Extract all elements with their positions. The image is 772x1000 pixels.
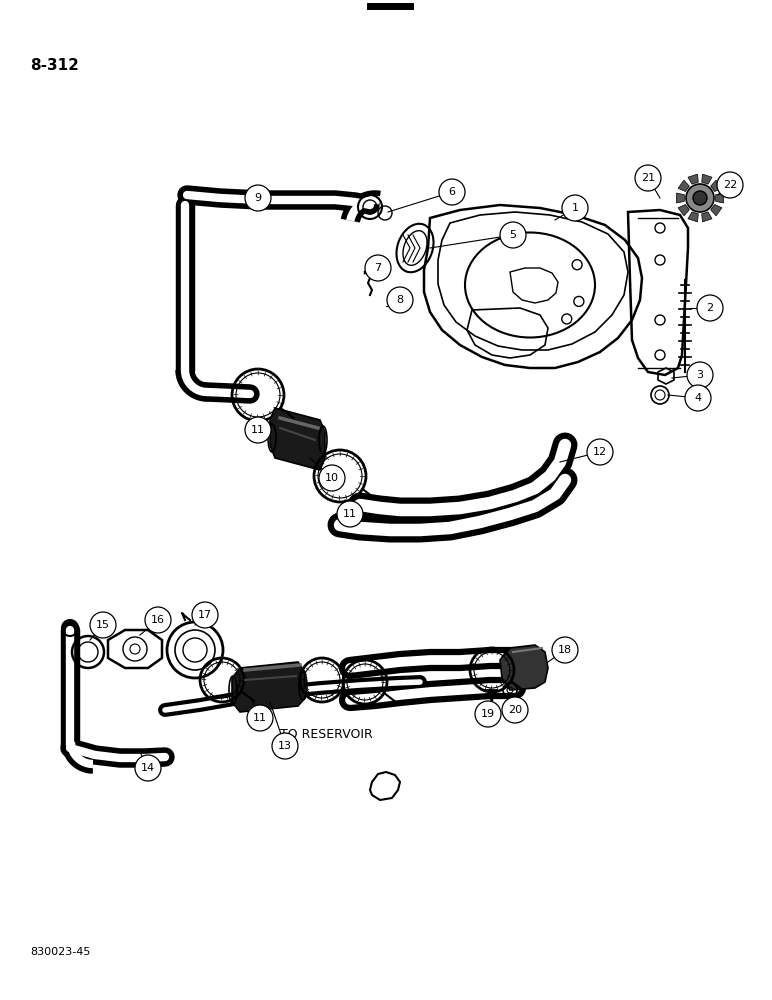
Text: 5: 5 [510,230,516,240]
Polygon shape [270,408,325,470]
Circle shape [475,701,501,727]
Text: 13: 13 [278,741,292,751]
Circle shape [319,465,345,491]
Text: 8-312: 8-312 [30,57,79,73]
Text: 1: 1 [571,203,578,213]
Polygon shape [688,212,699,222]
Circle shape [500,222,526,248]
Circle shape [387,287,413,313]
Text: 22: 22 [723,180,737,190]
Circle shape [717,172,743,198]
Text: 11: 11 [343,509,357,519]
Text: 11: 11 [251,425,265,435]
Circle shape [145,607,171,633]
Text: 19: 19 [481,709,495,719]
Text: 4: 4 [695,393,702,403]
Text: TO RESERVOIR: TO RESERVOIR [280,728,373,740]
Circle shape [272,733,298,759]
Polygon shape [711,180,722,191]
Text: 16: 16 [151,615,165,625]
Polygon shape [702,212,712,222]
Circle shape [687,362,713,388]
Circle shape [686,184,714,212]
Text: 17: 17 [198,610,212,620]
Text: 18: 18 [558,645,572,655]
Circle shape [90,612,116,638]
Circle shape [245,185,271,211]
Polygon shape [500,645,548,690]
Circle shape [693,191,707,205]
Circle shape [439,179,465,205]
Polygon shape [678,180,689,191]
Circle shape [685,385,711,411]
Circle shape [502,697,528,723]
Text: 8: 8 [397,295,404,305]
Text: 15: 15 [96,620,110,630]
Polygon shape [676,193,684,203]
Polygon shape [232,662,305,712]
Text: 3: 3 [696,370,703,380]
Text: 830023-45: 830023-45 [30,947,90,957]
Circle shape [587,439,613,465]
Text: 21: 21 [641,173,655,183]
Text: 10: 10 [325,473,339,483]
Circle shape [635,165,661,191]
Polygon shape [702,174,712,184]
Polygon shape [711,205,722,216]
Circle shape [192,602,218,628]
Text: 7: 7 [374,263,381,273]
Circle shape [135,755,161,781]
Circle shape [247,705,273,731]
Polygon shape [716,193,723,203]
Circle shape [245,417,271,443]
Circle shape [552,637,578,663]
Text: 9: 9 [255,193,262,203]
Circle shape [697,295,723,321]
Text: 6: 6 [449,187,455,197]
Text: 12: 12 [593,447,607,457]
Circle shape [562,195,588,221]
Polygon shape [688,174,699,184]
Text: 2: 2 [706,303,713,313]
Text: 14: 14 [141,763,155,773]
Circle shape [365,255,391,281]
Text: 20: 20 [508,705,522,715]
Polygon shape [678,205,689,216]
Circle shape [337,501,363,527]
Text: 11: 11 [253,713,267,723]
